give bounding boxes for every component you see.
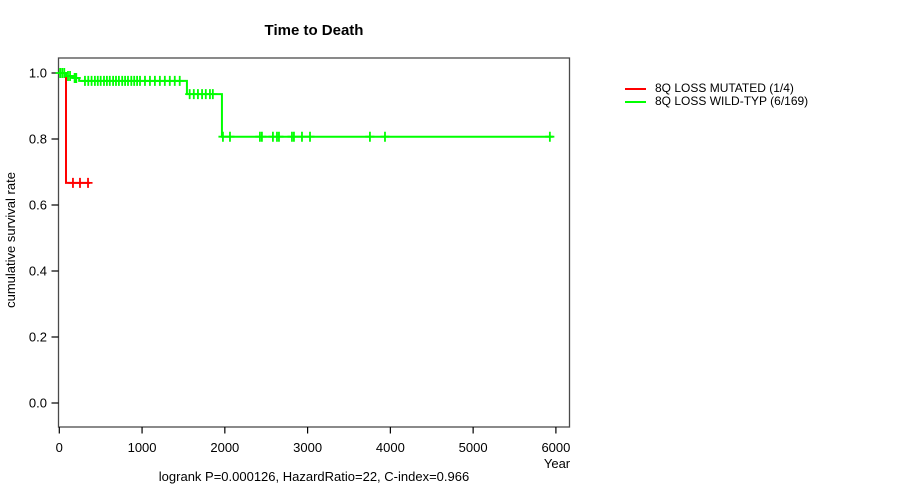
chart-layer: 0 1000 2000 3000 4000 5000 6000 0.0 0.2 0.4 0.6 0.8…	[29, 57, 571, 455]
stats-caption: logrank P=0.000126, HazardRatio=22, C-in…	[159, 469, 469, 484]
y-tick-label: 1.0	[29, 66, 47, 81]
x-tick-label: 2000	[210, 440, 239, 455]
survival-curve-mutated	[59, 72, 91, 184]
y-tick-label: 0.4	[29, 264, 47, 279]
x-axis-title: Year	[544, 456, 571, 471]
plot-frame	[57, 57, 571, 428]
x-tick-label: 0	[56, 440, 63, 455]
x-tick-label: 4000	[376, 440, 405, 455]
x-tick-label: 3000	[293, 440, 322, 455]
legend-item-mutated: 8Q LOSS MUTATED (1/4)	[625, 82, 808, 95]
y-tick-label: 0.0	[29, 396, 47, 411]
legend-line-wildtype	[625, 100, 646, 103]
censor-marks-wildtype	[55, 68, 555, 142]
censor-marks-mutated	[68, 177, 93, 188]
legend-label-mutated: 8Q LOSS MUTATED (1/4)	[655, 81, 794, 95]
x-tick-label: 6000	[541, 440, 570, 455]
y-tick-label: 0.6	[29, 198, 47, 213]
legend-item-wildtype: 8Q LOSS WILD-TYP (6/169)	[625, 95, 808, 108]
chart-title: Time to Death	[265, 22, 364, 39]
y-axis-title: cumulative survival rate	[3, 172, 18, 308]
legend-line-mutated	[625, 87, 646, 90]
legend-label-wildtype: 8Q LOSS WILD-TYP (6/169)	[655, 94, 809, 108]
x-tick-label: 5000	[459, 440, 488, 455]
y-tick-label: 0.8	[29, 132, 47, 147]
x-tick-label: 1000	[128, 440, 157, 455]
y-tick-label: 0.2	[29, 330, 47, 345]
legend: 8Q LOSS MUTATED (1/4) 8Q LOSS WILD-TYP (…	[625, 82, 808, 108]
